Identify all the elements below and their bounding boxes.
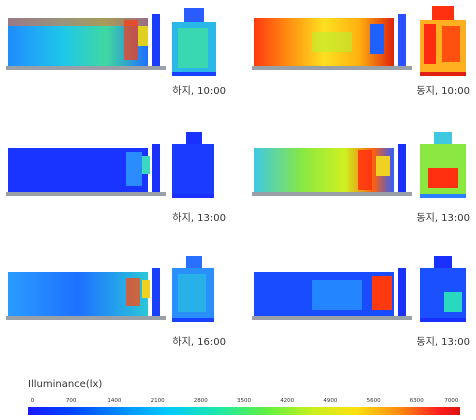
panel-caption: 동지, 10:00 — [416, 86, 470, 97]
plan-view-summer-1600 — [172, 256, 214, 322]
tick-label: 6300 — [409, 398, 424, 404]
panel-caption: 하지, 16:00 — [172, 337, 226, 348]
panel-caption: 하지, 13:00 — [172, 213, 226, 224]
tick-label: 1400 — [107, 398, 122, 404]
tick-label: 4200 — [280, 398, 295, 404]
tick-label: 3500 — [237, 398, 251, 404]
plan-view-summer-1300 — [172, 132, 214, 198]
section-view-summer-1600 — [6, 266, 166, 322]
panel-caption: 동지, 13:00 — [416, 337, 470, 348]
section-view-summer-1000 — [6, 12, 166, 72]
plan-view-winter-1300-b — [420, 256, 466, 322]
tick-label: 4900 — [323, 398, 338, 404]
illuminance-colorbar — [28, 407, 460, 415]
tick-label: 7000 — [444, 398, 459, 404]
section-view-summer-1300 — [6, 142, 166, 198]
plan-view-summer-1000 — [172, 8, 216, 76]
colorbar-ticks: 0 700 1400 2100 2800 3500 4200 4900 5600… — [28, 398, 460, 407]
tick-label: 700 — [65, 398, 77, 404]
tick-label: 5600 — [366, 398, 381, 404]
panel-caption: 동지, 13:00 — [416, 213, 470, 224]
panel-caption: 하지, 10:00 — [172, 86, 226, 97]
section-view-winter-1300 — [252, 142, 412, 198]
tick-label: 2100 — [150, 398, 165, 404]
section-view-winter-1300-b — [252, 266, 412, 322]
legend-title: Illuminance(lx) — [28, 379, 103, 390]
tick-label: 2800 — [193, 398, 208, 404]
plan-view-winter-1300 — [420, 132, 466, 198]
tick-label: 0 — [30, 398, 35, 404]
section-view-winter-1000 — [252, 12, 412, 72]
plan-view-winter-1000 — [420, 6, 466, 76]
